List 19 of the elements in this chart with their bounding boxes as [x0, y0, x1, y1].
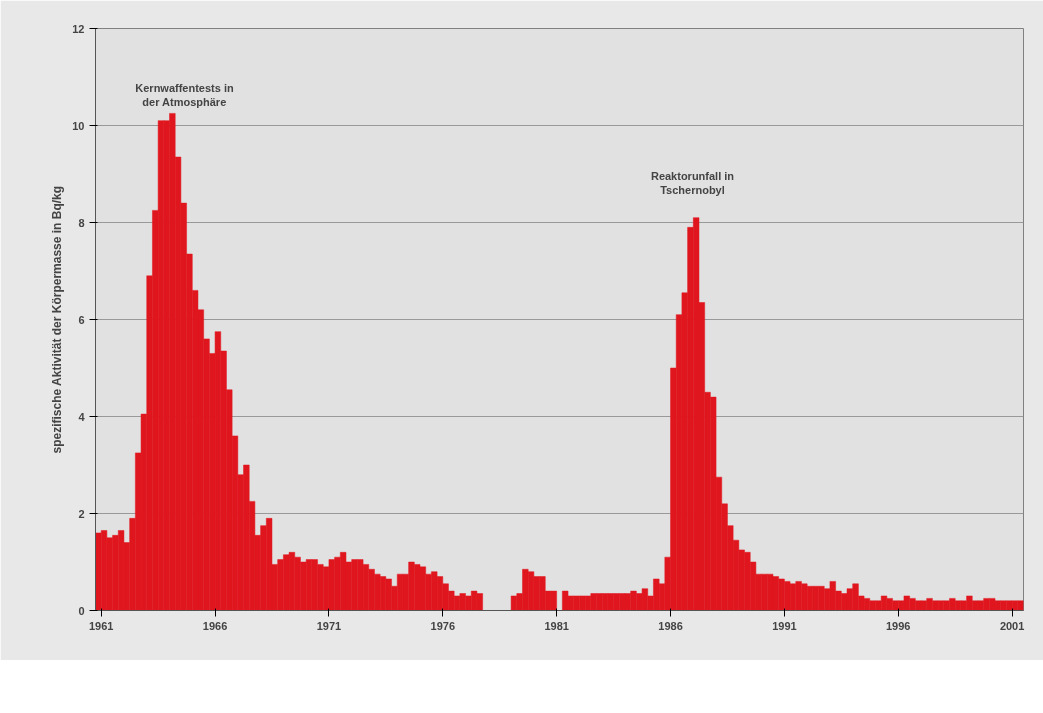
x-tick-label: 1991 — [772, 619, 797, 632]
y-tick-label: 4 — [78, 410, 86, 423]
y-tick-label: 12 — [72, 22, 85, 35]
x-tick-label: 2001 — [999, 619, 1025, 632]
y-axis-title: spezifische Aktivität der Körpermasse in Bq/kg — [50, 185, 65, 454]
x-tick-label: 1961 — [88, 619, 114, 632]
x-tick-label: 1976 — [430, 619, 456, 632]
x-tick-label: 1986 — [658, 619, 683, 632]
x-tick-label: 1971 — [316, 619, 342, 632]
annotation: Reaktorunfall in Tschernobyl — [650, 169, 735, 196]
y-tick-label: 2 — [78, 507, 85, 520]
y-tick-label: 8 — [78, 216, 85, 229]
y-tick-label: 6 — [78, 313, 85, 326]
y-tick-label: 10 — [72, 119, 85, 132]
y-tick-label: 0 — [78, 604, 85, 617]
x-tick-label: 1996 — [886, 619, 911, 632]
x-tick-label: 1981 — [544, 619, 569, 632]
annotation: Kernwaffentests in der Atmosphäre — [135, 81, 234, 108]
x-tick-label: 1966 — [202, 619, 228, 632]
